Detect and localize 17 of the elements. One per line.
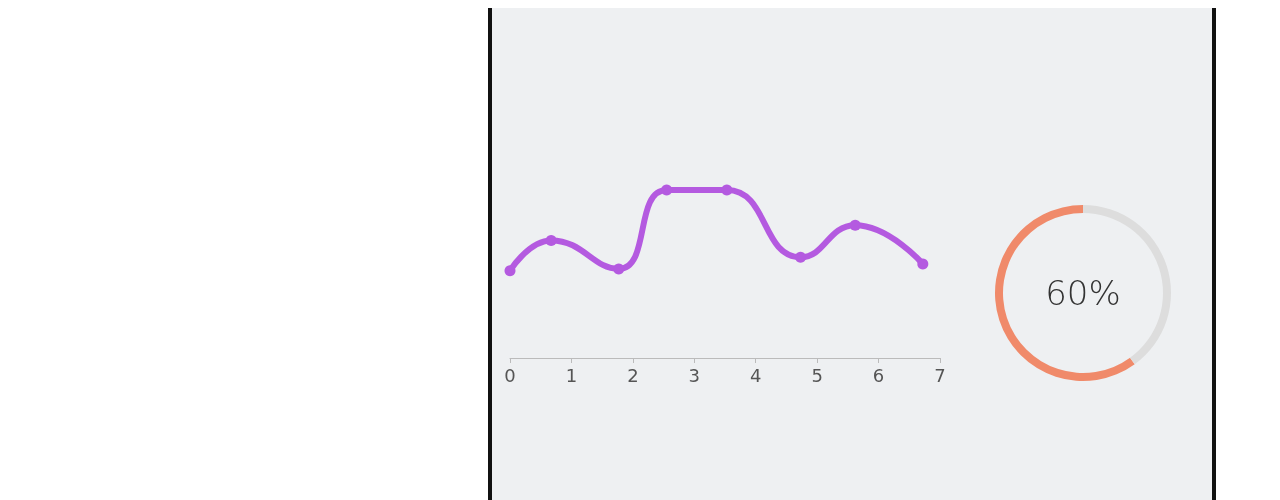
x-tick-label: 0 <box>504 364 516 386</box>
x-tick-label: 6 <box>872 364 885 386</box>
point <box>917 258 929 270</box>
point <box>504 265 516 277</box>
point <box>545 234 557 246</box>
point <box>721 184 733 196</box>
x-tick-label: 2 <box>627 364 639 386</box>
x-tick-label: 7 <box>934 364 946 386</box>
x-tick-label: 1 <box>565 364 578 386</box>
point <box>795 251 807 263</box>
text: 60% <box>1045 273 1121 313</box>
point <box>661 184 673 196</box>
x-tick-label: 4 <box>749 364 762 386</box>
x-tick-label: 5 <box>811 364 823 386</box>
point <box>613 263 625 275</box>
x-tick-label: 3 <box>688 364 701 386</box>
point <box>849 219 861 231</box>
